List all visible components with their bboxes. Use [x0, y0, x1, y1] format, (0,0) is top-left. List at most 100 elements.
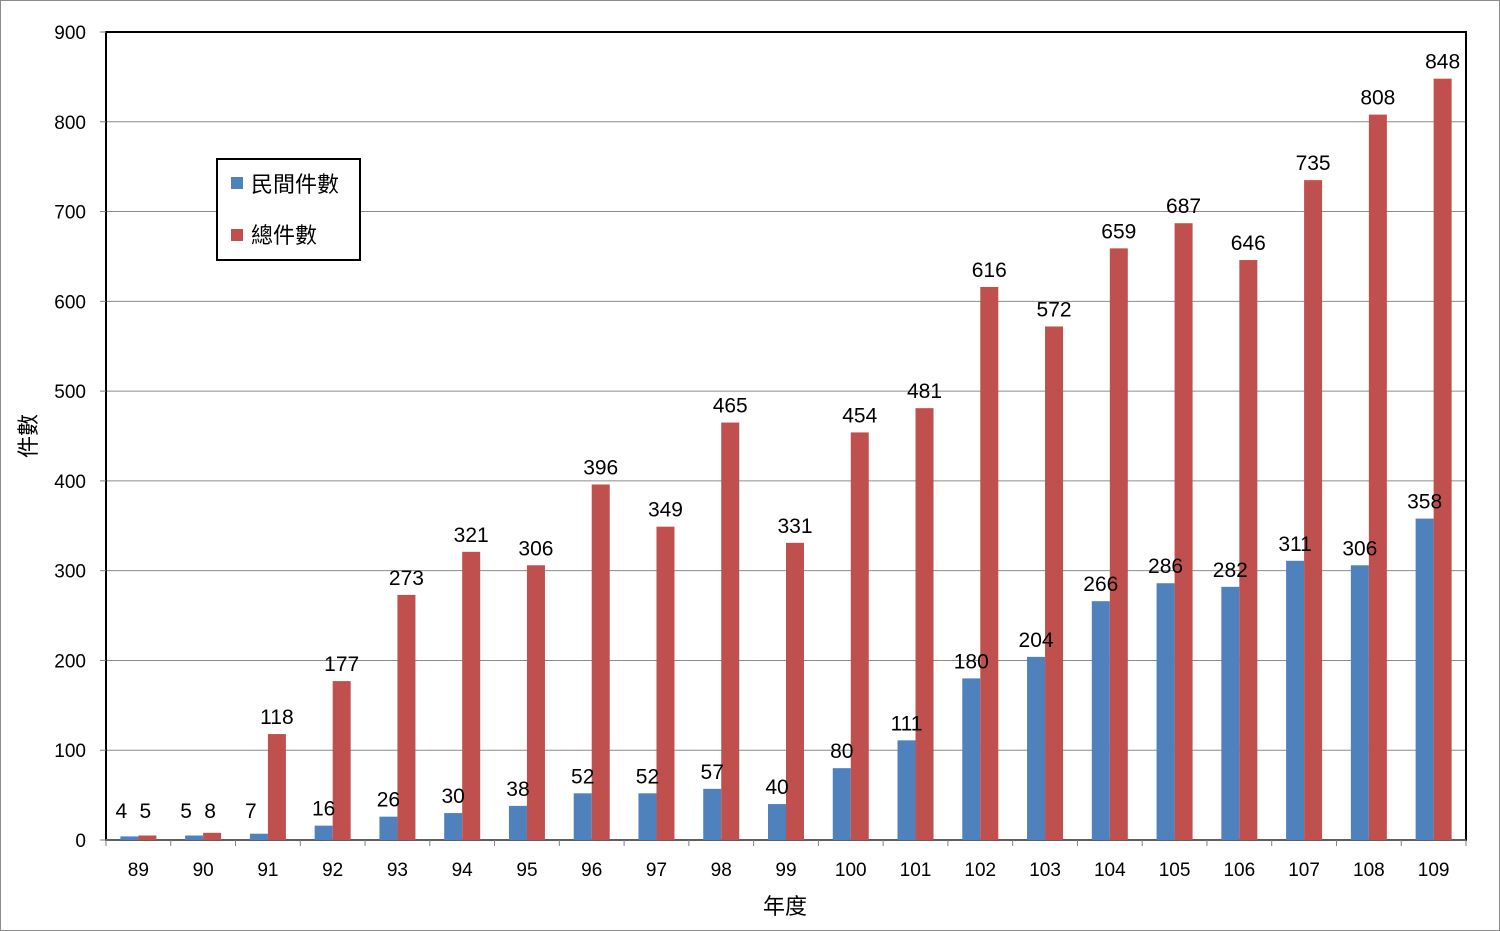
bar-total	[915, 408, 934, 840]
bar-private	[1286, 560, 1305, 840]
bar-total	[591, 484, 610, 840]
y-tick-label: 900	[54, 23, 86, 44]
x-tick-label: 98	[711, 860, 732, 881]
bar-private	[1221, 586, 1240, 840]
y-tick-label: 400	[54, 472, 86, 493]
legend-swatch-private	[231, 177, 243, 189]
x-tick-label: 90	[193, 860, 214, 881]
y-axis-title: 件數	[17, 414, 42, 458]
bar-total	[332, 681, 351, 840]
x-tick-label: 107	[1288, 860, 1320, 881]
data-label-total: 465	[713, 395, 748, 418]
legend-label-total: 總件數	[251, 224, 317, 249]
bar-total	[1433, 78, 1452, 840]
data-label-private: 266	[1083, 573, 1118, 596]
data-label-total: 572	[1037, 298, 1072, 321]
bar-private	[703, 788, 722, 840]
data-label-total: 687	[1166, 195, 1201, 218]
y-tick-label: 700	[54, 203, 86, 224]
data-label-total: 306	[518, 537, 553, 560]
bar-private	[508, 805, 527, 840]
data-label-private: 40	[765, 776, 788, 799]
bar-total	[267, 734, 286, 840]
data-label-private: 26	[377, 789, 400, 812]
bar-total	[526, 565, 545, 840]
data-label-private: 306	[1342, 537, 1377, 560]
x-tick-label: 101	[900, 860, 932, 881]
data-label-private: 30	[442, 785, 465, 808]
bar-private	[120, 836, 139, 840]
x-tick-label: 102	[964, 860, 996, 881]
x-tick-label: 93	[387, 860, 408, 881]
bar-private	[768, 804, 786, 840]
x-axis: 89 90 91 92 93 94 95 96 97 98 99 100 101 102 103 104 105…	[105, 839, 1467, 881]
data-label-private: 38	[506, 778, 529, 801]
data-label-private: 5	[180, 800, 192, 823]
data-label-private: 7	[245, 800, 257, 823]
x-tick-label: 100	[835, 860, 867, 881]
bar-private	[832, 768, 851, 840]
bar-private	[1415, 518, 1434, 840]
data-label-total: 481	[907, 380, 942, 403]
data-label-private: 52	[571, 765, 594, 788]
bar-total	[1304, 180, 1323, 841]
y-tick-label: 0	[75, 831, 86, 852]
x-tick-label: 95	[516, 860, 537, 881]
data-label-private: 16	[312, 798, 335, 821]
data-label-total: 321	[454, 524, 489, 547]
data-label-private: 286	[1148, 555, 1183, 578]
x-tick-label: 109	[1418, 860, 1450, 881]
bar-private	[314, 825, 333, 840]
bar-private	[1091, 601, 1110, 840]
data-label-private: 80	[830, 740, 853, 763]
legend-swatch-total	[231, 229, 243, 241]
bar-private	[1156, 583, 1175, 840]
data-label-total: 396	[583, 456, 618, 479]
data-label-total: 273	[389, 567, 424, 590]
bars	[120, 78, 1452, 841]
x-tick-label: 89	[128, 860, 149, 881]
data-label-private: 204	[1019, 629, 1054, 652]
data-label-private: 52	[636, 765, 659, 788]
data-label-total: 454	[842, 404, 877, 427]
bar-total	[721, 422, 740, 840]
data-label-total: 659	[1101, 220, 1136, 243]
bar-total	[1239, 260, 1258, 841]
y-tick-label: 300	[54, 562, 86, 583]
bar-total	[203, 832, 222, 840]
data-label-total: 735	[1296, 152, 1331, 175]
data-label-private: 358	[1407, 491, 1442, 514]
x-tick-label: 106	[1223, 860, 1255, 881]
bar-private	[638, 793, 657, 840]
y-tick-label: 500	[54, 382, 86, 403]
data-label-total: 5	[140, 800, 152, 823]
data-label-private: 180	[954, 650, 989, 673]
bar-private	[379, 816, 398, 840]
bar-private	[185, 835, 204, 840]
bar-private	[1027, 656, 1046, 840]
x-tick-label: 104	[1094, 860, 1126, 881]
y-axis: 0 100 200 300 400 500 600 700 800 900	[54, 23, 106, 852]
bar-total	[786, 542, 804, 840]
legend-label-private: 民間件數	[251, 173, 339, 198]
x-tick-label: 105	[1159, 860, 1191, 881]
data-label-total: 616	[972, 259, 1007, 282]
bar-total	[980, 286, 999, 841]
x-tick-label: 108	[1353, 860, 1385, 881]
bar-total	[1174, 223, 1193, 840]
data-label-private: 57	[701, 761, 724, 784]
bar-total	[1368, 114, 1387, 840]
bar-total	[850, 432, 869, 840]
bar-total	[397, 594, 416, 840]
bar-total	[656, 526, 675, 840]
x-tick-label: 96	[581, 860, 602, 881]
bar-private	[444, 813, 463, 840]
x-axis-title: 年度	[763, 895, 807, 920]
data-label-total: 349	[648, 499, 683, 522]
data-label-total: 646	[1231, 232, 1266, 255]
data-label-total: 331	[777, 515, 812, 538]
data-label-total: 848	[1425, 51, 1460, 74]
x-tick-label: 103	[1029, 860, 1061, 881]
